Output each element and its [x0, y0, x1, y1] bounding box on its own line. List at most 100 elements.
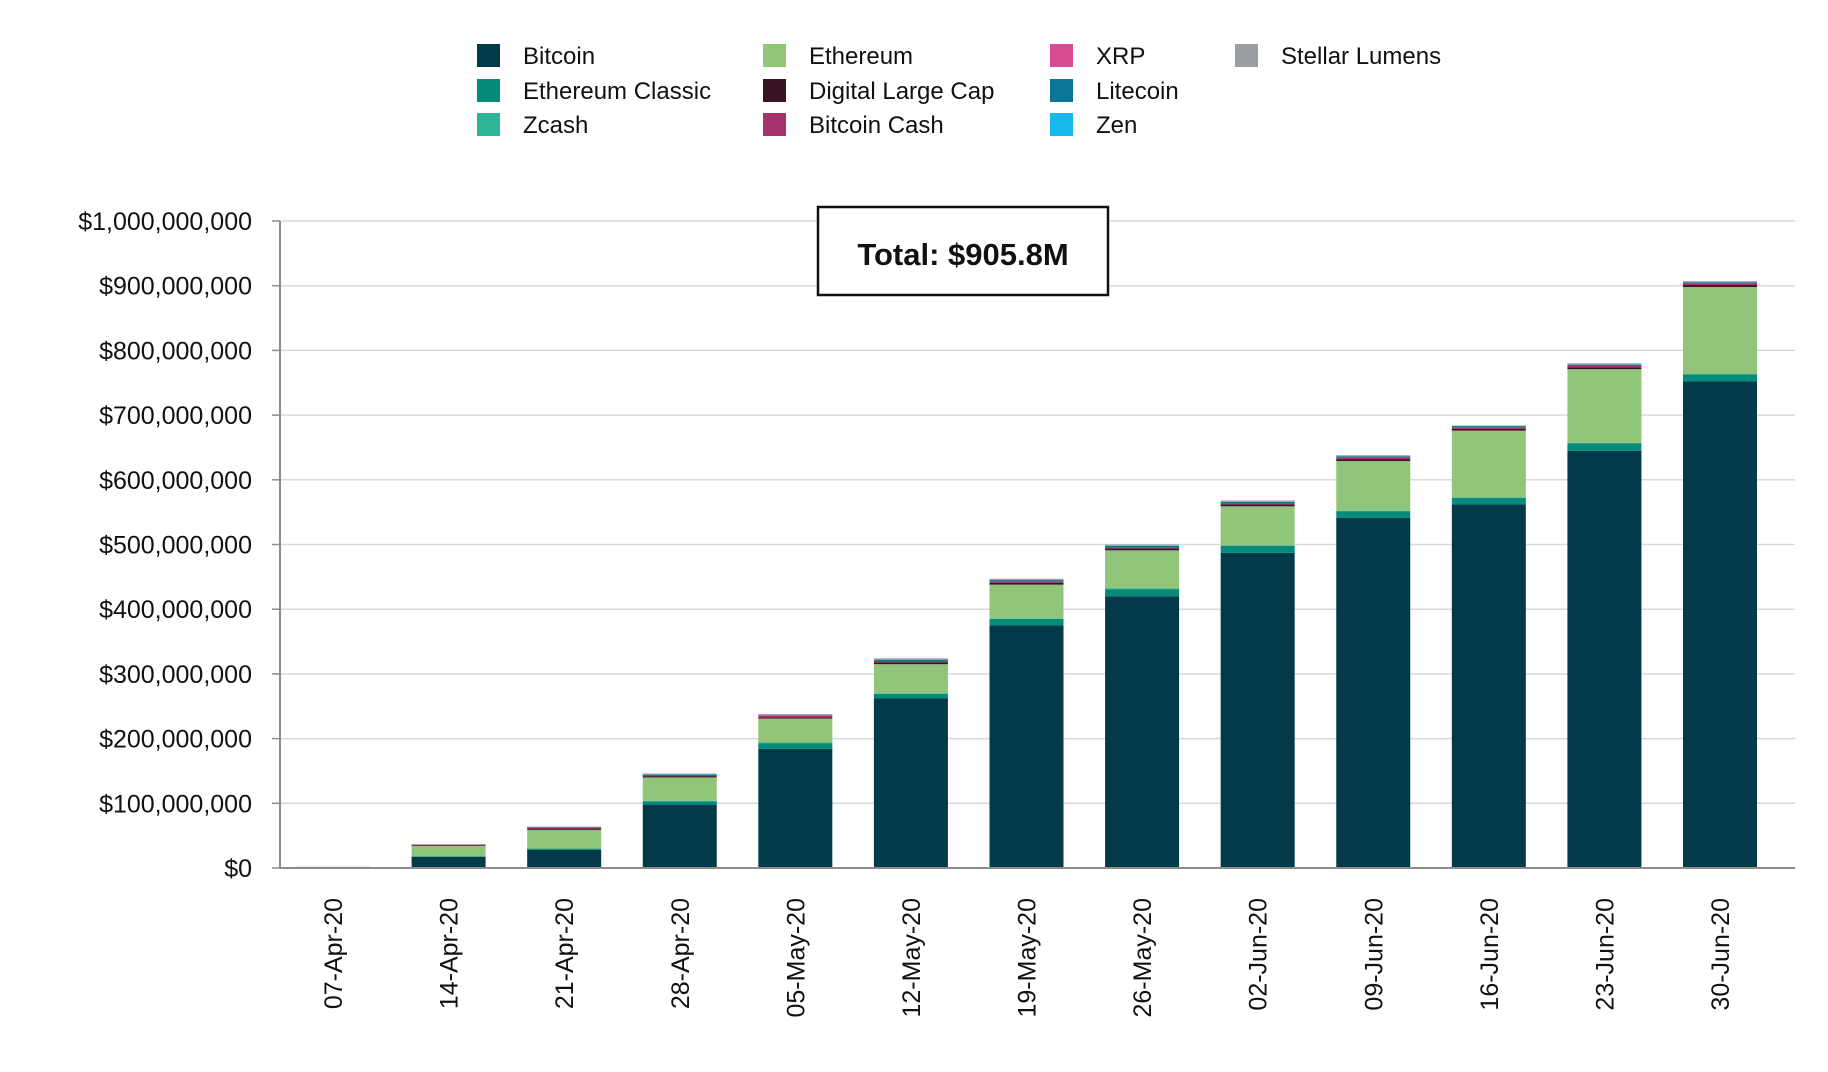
bar-segment — [642, 804, 717, 868]
bar-segment — [1220, 506, 1295, 546]
legend-item: XRP — [1050, 43, 1145, 70]
bar-segment — [989, 618, 1064, 626]
bar-segment — [1336, 456, 1411, 458]
bar-segment — [873, 662, 948, 665]
legend-swatch — [477, 44, 500, 67]
bar-segment — [527, 849, 602, 868]
bar-segment — [1336, 455, 1411, 457]
legend-swatch — [1050, 44, 1073, 67]
bar-segment — [989, 582, 1064, 585]
bar-segment — [527, 827, 602, 829]
bar-segment — [1336, 510, 1411, 512]
y-tick-label: $300,000,000 — [99, 661, 252, 689]
legend-item: Litecoin — [1050, 78, 1179, 105]
x-tick-label: 14-Apr-20 — [436, 898, 464, 1009]
bar-segment — [1451, 426, 1526, 428]
total-annotation-box — [816, 205, 1110, 297]
bar-segment — [1683, 283, 1757, 286]
bar-segment — [527, 826, 602, 828]
bar-segment — [411, 846, 486, 857]
bar-segment — [411, 856, 486, 858]
legend-swatch — [477, 113, 500, 136]
bar-segment — [989, 581, 1064, 583]
bar-segment — [1451, 497, 1526, 498]
x-tick-label: 07-Apr-20 — [320, 898, 348, 1009]
bar-segment — [1220, 503, 1295, 505]
bars — [296, 281, 1757, 868]
bar-segment — [411, 844, 486, 845]
bar-segment — [758, 748, 833, 868]
bar-segment — [758, 718, 833, 743]
bar-segment — [758, 717, 833, 719]
bar-segment — [989, 625, 1064, 868]
bar-segment — [1105, 547, 1180, 549]
bar-segment — [1451, 427, 1526, 429]
bar-segment — [1336, 517, 1411, 868]
bar-segment — [873, 693, 948, 699]
x-tick-label: 26-May-20 — [1129, 898, 1157, 1018]
bar-segment — [642, 800, 717, 802]
bar-segment — [642, 777, 717, 801]
bar-segment — [411, 845, 486, 847]
bar-segment — [873, 660, 948, 663]
bar-segment — [1336, 461, 1411, 511]
legend-item: Zen — [1050, 112, 1137, 139]
bar-segment — [411, 844, 486, 846]
bar-segment — [1105, 588, 1180, 590]
y-tick-label: $900,000,000 — [99, 273, 252, 301]
legend-label: Litecoin — [1096, 78, 1179, 105]
bar-segment — [758, 714, 833, 716]
bar-segment — [1683, 286, 1757, 374]
y-tick-label: $100,000,000 — [99, 790, 252, 818]
bar-segment — [989, 578, 1064, 581]
bar-segment — [527, 828, 602, 830]
legend-swatch — [1235, 44, 1258, 67]
bar-segment — [1683, 282, 1757, 284]
bar-segment — [873, 664, 948, 694]
bar-segment — [1683, 373, 1757, 375]
bar-segment — [642, 776, 717, 778]
x-tick-label: 16-Jun-20 — [1476, 898, 1504, 1011]
bar-segment — [1220, 504, 1295, 507]
legend-label: Digital Large Cap — [809, 78, 994, 105]
y-axis-ticks: $0 $100,000,000 $200,000,000 $300,000,000 $4… — [78, 208, 280, 883]
x-tick-label: 19-May-20 — [1014, 898, 1042, 1018]
bar-segment — [1105, 596, 1180, 868]
legend-swatch — [1050, 113, 1073, 136]
x-tick-label: 02-Jun-20 — [1245, 898, 1273, 1011]
total-annotation-text: Total: $905.8M — [857, 237, 1068, 272]
bar-segment — [527, 829, 602, 849]
x-tick-label: 12-May-20 — [898, 898, 926, 1018]
x-tick-label: 05-May-20 — [782, 898, 810, 1018]
total-annotation: Total: $905.8M — [816, 205, 1110, 297]
bar-segment — [989, 618, 1064, 619]
x-axis-ticks: 07-Apr-20 14-Apr-20 21-Apr-20 28-Apr-20 05-M… — [320, 898, 1735, 1018]
bar-segment — [1105, 545, 1180, 548]
bar-segment — [758, 742, 833, 744]
bar-segment — [873, 659, 948, 661]
legend-item: Stellar Lumens — [1235, 43, 1441, 70]
legend-swatch — [1050, 79, 1073, 102]
legend-label: XRP — [1096, 43, 1145, 70]
bar-segment — [758, 743, 833, 749]
y-tick-label: $400,000,000 — [99, 596, 252, 624]
bar-segment — [1451, 504, 1526, 868]
y-tick-label: $600,000,000 — [99, 467, 252, 495]
bar-segment — [1336, 511, 1411, 518]
bar-segment — [1451, 425, 1526, 427]
y-tick-label: $700,000,000 — [99, 402, 252, 430]
bar-segment — [1683, 285, 1757, 287]
legend-item: Bitcoin — [477, 43, 595, 70]
bar-segment — [1567, 369, 1642, 443]
bar-segment — [873, 693, 948, 694]
bar-segment — [1567, 364, 1642, 366]
legend-swatch — [763, 44, 786, 67]
legend-label: Ethereum Classic — [523, 78, 711, 105]
bar-segment — [527, 848, 602, 850]
bar-segment — [1683, 381, 1757, 868]
legend-item: Zcash — [477, 112, 588, 139]
y-tick-label: $800,000,000 — [99, 337, 252, 365]
bar-segment — [642, 801, 717, 805]
bar-segment — [1567, 443, 1642, 451]
